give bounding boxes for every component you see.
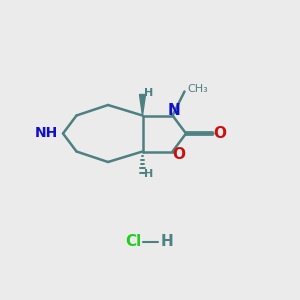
Text: O: O <box>213 126 226 141</box>
Text: N: N <box>168 103 180 118</box>
Text: H: H <box>160 234 173 249</box>
Text: Cl: Cl <box>125 234 142 249</box>
Polygon shape <box>140 94 146 116</box>
Text: NH: NH <box>34 127 58 140</box>
Text: H: H <box>145 88 154 98</box>
Text: O: O <box>172 147 186 162</box>
Text: H: H <box>145 169 154 179</box>
Text: CH₃: CH₃ <box>188 84 208 94</box>
